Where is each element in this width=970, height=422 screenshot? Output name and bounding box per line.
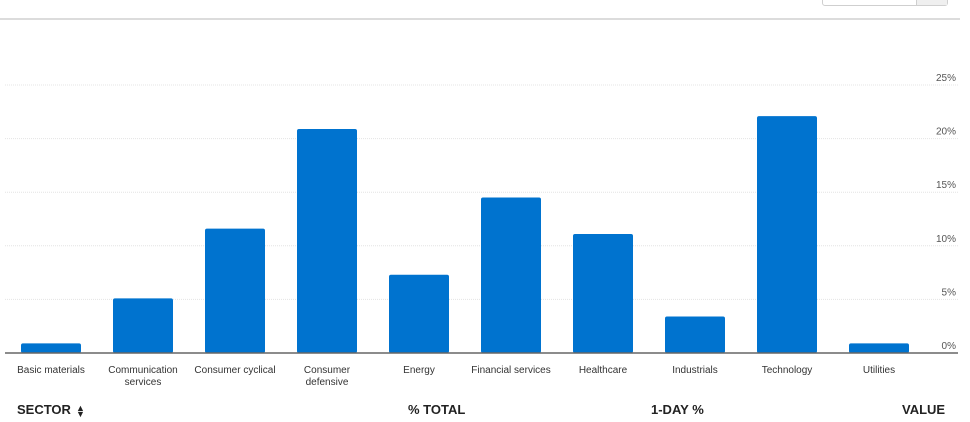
sector-bar-chart: 0% 5% 10% 15% 20% 25% Basic materials Communica… bbox=[5, 73, 958, 388]
bar[interactable] bbox=[849, 343, 909, 353]
x-tick-label: Industrials bbox=[672, 365, 718, 376]
sector-column-header[interactable]: SECTOR ▲ ▼ bbox=[17, 402, 85, 419]
period-selector[interactable] bbox=[822, 0, 948, 6]
x-tick-label: Basic materials bbox=[17, 365, 85, 376]
sector-header-label: SECTOR bbox=[17, 402, 71, 417]
x-tick-label: Consumer defensive bbox=[304, 365, 351, 388]
bar[interactable] bbox=[481, 197, 541, 353]
x-tick-label: Communication services bbox=[108, 365, 177, 388]
y-tick-label: 0% bbox=[942, 341, 957, 352]
total-column-header[interactable]: % TOTAL bbox=[408, 402, 466, 417]
x-tick-label: Healthcare bbox=[579, 365, 628, 376]
bar[interactable] bbox=[297, 128, 357, 353]
x-tick-label: Utilities bbox=[863, 365, 895, 376]
bar[interactable] bbox=[113, 298, 173, 353]
bar[interactable] bbox=[757, 116, 817, 353]
y-tick-label: 5% bbox=[942, 287, 957, 298]
y-tick-label: 10% bbox=[936, 234, 956, 245]
bar[interactable] bbox=[389, 274, 449, 353]
bar[interactable] bbox=[665, 316, 725, 353]
x-tick-label: Financial services bbox=[471, 365, 550, 376]
y-tick-label: 15% bbox=[936, 180, 956, 191]
y-tick-label: 20% bbox=[936, 127, 956, 138]
x-tick-label: Consumer cyclical bbox=[194, 365, 275, 376]
bar[interactable] bbox=[205, 228, 265, 353]
bar[interactable] bbox=[573, 234, 633, 353]
top-divider bbox=[0, 18, 960, 20]
bar[interactable] bbox=[21, 343, 81, 353]
x-tick-label: Energy bbox=[403, 365, 435, 376]
value-column-header[interactable]: VALUE bbox=[902, 402, 946, 417]
period-selector-toggle[interactable] bbox=[916, 0, 947, 5]
table-header: SECTOR ▲ ▼ % TOTAL 1-DAY % VALUE bbox=[0, 400, 960, 420]
x-tick-label: Technology bbox=[762, 365, 813, 376]
sort-updown-icon[interactable]: ▲ ▼ bbox=[75, 402, 85, 419]
y-tick-label: 25% bbox=[936, 73, 956, 84]
day-change-column-header[interactable]: 1-DAY % bbox=[651, 402, 704, 417]
